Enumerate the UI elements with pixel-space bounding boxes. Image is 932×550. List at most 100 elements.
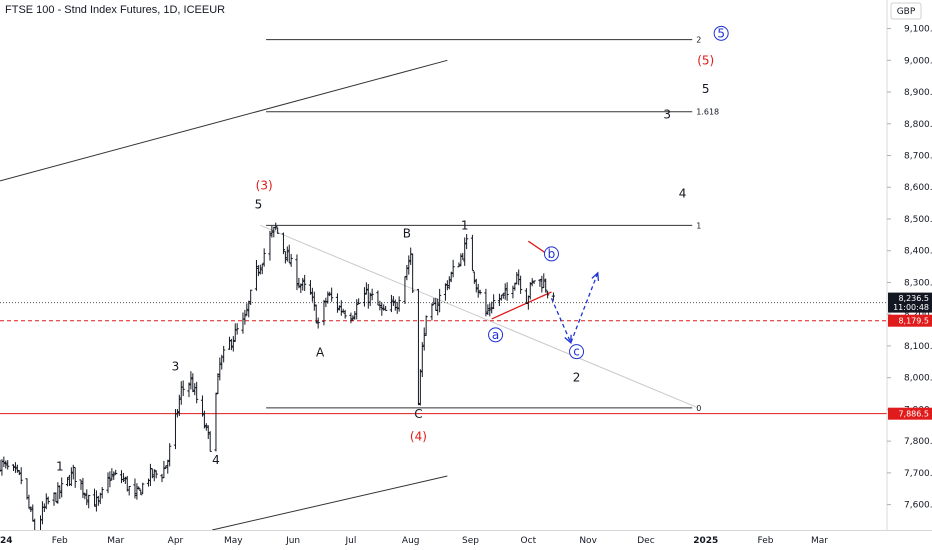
- ohlc-bar: [216, 373, 220, 395]
- ohlc-bar: [241, 312, 245, 334]
- currency-button[interactable]: GBP: [890, 2, 922, 20]
- ohlc-bar: [287, 244, 291, 264]
- ohlc-bar: [19, 467, 23, 485]
- ohlc-bar: [484, 288, 488, 317]
- wave-label: (3): [256, 179, 273, 193]
- ohlc-bar: [254, 259, 259, 291]
- ohlc-bar: [94, 490, 99, 512]
- ohlc-bar: [112, 471, 116, 480]
- y-tick-label: 7,600.0: [904, 501, 932, 511]
- ohlc-bar: [540, 275, 544, 293]
- y-tick-label: 8,600.0: [904, 183, 932, 193]
- gray-trendline: [260, 224, 699, 409]
- ohlc-bar: [110, 468, 114, 481]
- channel-upper-line: [0, 59, 448, 182]
- label-circle: [713, 25, 729, 41]
- ohlc-bar: [227, 336, 232, 350]
- ohlc-bar: [443, 283, 448, 301]
- x-tick-label: Mar: [107, 536, 124, 546]
- ohlc-bar: [54, 492, 58, 503]
- y-tick-label: 8,000.0: [904, 374, 932, 384]
- ohlc-bar: [312, 291, 316, 311]
- ohlc-bar: [285, 246, 289, 262]
- last-price-tag: 8,236.511:00:48: [888, 292, 932, 313]
- ohlc-bar: [283, 250, 287, 264]
- chart-title: FTSE 100 - Stnd Index Futures, 1D, ICEEU…: [5, 4, 225, 16]
- ohlc-bar: [490, 301, 494, 314]
- ohlc-bar: [505, 282, 509, 301]
- ohlc-bar: [218, 357, 222, 381]
- wave-label: 2: [573, 371, 581, 385]
- ohlc-bar: [214, 392, 218, 452]
- ohlc-bar: [52, 492, 56, 506]
- ohlc-bar: [181, 380, 185, 397]
- ohlc-bar: [268, 230, 272, 261]
- ohlc-bar: [83, 492, 87, 500]
- ohlc-bar: [114, 469, 118, 475]
- ohlc-bar: [58, 485, 62, 499]
- fib-level-label: 1: [696, 221, 701, 230]
- ohlc-bar: [11, 464, 16, 472]
- ohlc-bar: [173, 409, 178, 450]
- ohlc-bar: [249, 289, 253, 306]
- ohlc-bar: [326, 291, 330, 304]
- y-tick-label: 8,700.0: [904, 152, 932, 162]
- ohlc-bar: [343, 309, 347, 319]
- ohlc-bar: [310, 287, 314, 302]
- ohlc-bar: [191, 373, 195, 393]
- ohlc-bar: [366, 284, 370, 309]
- ohlc-bar: [465, 234, 469, 250]
- circled-label-text: 5: [717, 26, 725, 40]
- ohlc-bar: [351, 315, 355, 321]
- ohlc-bar: [69, 467, 73, 487]
- ohlc-bar: [349, 312, 353, 324]
- ohlc-bar: [189, 371, 193, 390]
- ohlc-bar: [405, 264, 409, 281]
- ohlc-bar: [501, 292, 505, 299]
- price-tag-bg: [888, 407, 932, 420]
- ohlc-bar: [308, 280, 313, 295]
- ohlc-bar: [73, 466, 77, 488]
- circled-wave-label: 5: [713, 25, 729, 41]
- ohlc-bar: [168, 443, 172, 467]
- wave-label: (5): [697, 53, 714, 67]
- ohlc-bar: [150, 468, 154, 479]
- label-circle: [569, 344, 585, 360]
- time-axis[interactable]: 2024 Feb Mar Apr May Jun Jul Aug Sep Oct Nov Dec 202…: [0, 536, 828, 546]
- ohlc-bar: [162, 460, 166, 479]
- y-tick-label: 7,700.0: [904, 469, 932, 479]
- ohlc-bar: [420, 342, 424, 378]
- ohlc-bar: [488, 303, 492, 317]
- ohlc-bar: [434, 297, 438, 311]
- ohlc-bar: [339, 300, 343, 316]
- ohlc-bar: [461, 252, 465, 260]
- ohlc-bar: [478, 289, 482, 295]
- ohlc-bar: [528, 282, 532, 300]
- price-axis-bg: [887, 0, 932, 530]
- ohlc-bar: [411, 253, 415, 293]
- y-tick-label: 8,300.0: [904, 278, 932, 288]
- ohlc-bar: [222, 345, 226, 363]
- ohlc-bar: [87, 494, 91, 509]
- y-tick-label: 9,100.0: [904, 25, 932, 35]
- ohlc-bar: [357, 298, 361, 305]
- x-tick-label: 2025: [693, 536, 718, 546]
- ohlc-bar: [303, 274, 307, 292]
- ohlc-bar: [297, 277, 301, 289]
- price-tag-text: 8,179.5: [898, 317, 929, 326]
- x-tick-label: Aug: [402, 536, 420, 546]
- ohlc-bar: [65, 476, 70, 487]
- wave-label: 4: [212, 453, 220, 467]
- x-tick-label: Jun: [285, 536, 300, 546]
- label-circle: [543, 246, 559, 262]
- time-axis-bg: [0, 531, 932, 550]
- wave-label: C: [414, 407, 422, 421]
- red-level-price-tag: 7,886.5: [888, 407, 932, 420]
- ohlc-bar: [245, 303, 249, 316]
- ohlc-bar: [100, 487, 104, 499]
- ohlc-bar: [281, 232, 286, 255]
- ohlc-bar: [139, 489, 143, 496]
- ohlc-bars: [0, 222, 556, 535]
